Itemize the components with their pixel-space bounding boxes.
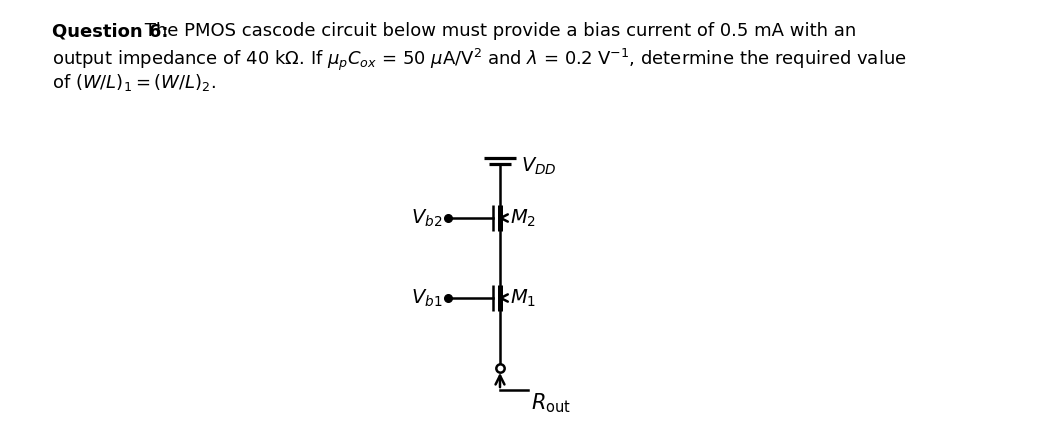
Text: $V_{b1}$: $V_{b1}$: [410, 287, 442, 309]
Text: $V_{DD}$: $V_{DD}$: [521, 156, 557, 177]
Text: The PMOS cascode circuit below must provide a bias current of 0.5 mA with an: The PMOS cascode circuit below must prov…: [139, 22, 857, 40]
Text: Question 6:: Question 6:: [52, 22, 169, 40]
Text: output impedance of 40 k$\Omega$. If $\mu_p C_{ox}$ = 50 $\mu$A/V$^2$ and $\lamb: output impedance of 40 k$\Omega$. If $\m…: [52, 47, 906, 73]
Text: $V_{b2}$: $V_{b2}$: [410, 207, 442, 229]
Text: of $(W/L)_1 = (W/L)_2$.: of $(W/L)_1 = (W/L)_2$.: [52, 72, 216, 93]
Text: $R_{\mathrm{out}}$: $R_{\mathrm{out}}$: [531, 391, 571, 415]
Text: $M_1$: $M_1$: [510, 287, 536, 309]
Text: $M_2$: $M_2$: [510, 207, 536, 229]
